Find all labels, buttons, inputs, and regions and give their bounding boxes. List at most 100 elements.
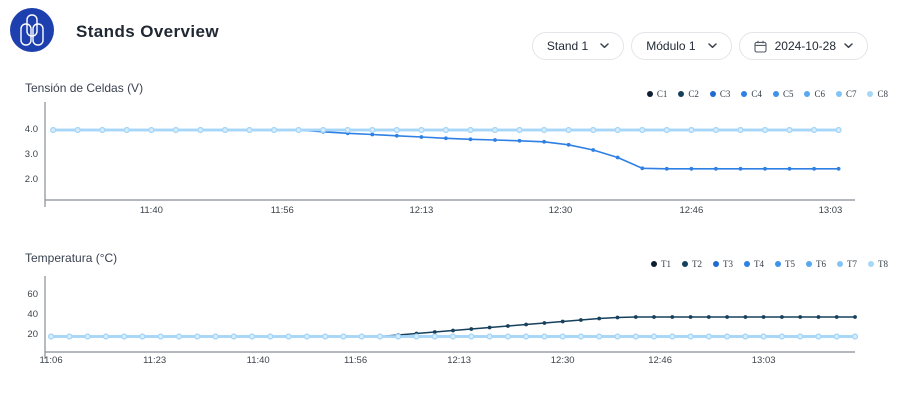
- x-tick-label: 11:23: [143, 355, 166, 366]
- module-select-value: Módulo 1: [646, 39, 696, 53]
- data-point: [596, 333, 603, 340]
- y-tick-label: 3.0: [25, 149, 38, 160]
- legend-item-T7[interactable]: T7: [837, 259, 857, 269]
- series-C4: [51, 128, 841, 171]
- legend-item-C3[interactable]: C3: [709, 89, 731, 99]
- data-point: [541, 333, 548, 340]
- legend-item-C5[interactable]: C5: [772, 89, 793, 99]
- legend-label: C3: [719, 89, 731, 99]
- legend-item-T2[interactable]: T2: [682, 259, 702, 269]
- data-point: [123, 127, 130, 134]
- data-point: [597, 316, 602, 321]
- page-title: Stands Overview: [76, 22, 220, 41]
- legend-marker-icon: [837, 261, 843, 267]
- legend-item-T6[interactable]: T6: [806, 259, 826, 269]
- data-point: [705, 333, 712, 340]
- data-point: [370, 132, 375, 137]
- legend-marker-icon: [651, 261, 657, 267]
- axes: [44, 276, 855, 359]
- data-point: [737, 127, 744, 134]
- data-point: [517, 138, 522, 143]
- legend-item-C4[interactable]: C4: [741, 89, 762, 99]
- legend-item-C8[interactable]: C8: [867, 89, 888, 99]
- series-C8: [50, 127, 842, 134]
- x-tick-label: 12:46: [648, 355, 672, 366]
- legend-item-T5[interactable]: T5: [775, 259, 795, 269]
- data-point: [148, 127, 155, 134]
- data-point: [835, 127, 842, 134]
- data-point: [780, 315, 784, 319]
- data-point: [590, 127, 597, 134]
- legend-label: T7: [847, 259, 857, 269]
- legend-label: T8: [878, 259, 888, 269]
- data-point: [763, 166, 767, 171]
- x-tick-label: 12:30: [551, 355, 575, 366]
- x-tick-label: 11:40: [247, 355, 270, 366]
- data-point: [787, 166, 792, 171]
- data-point: [493, 138, 497, 142]
- x-tick-label: 11:06: [40, 355, 63, 366]
- data-point: [369, 127, 376, 134]
- legend-item-T8[interactable]: T8: [868, 259, 888, 269]
- chevron-down-icon: [844, 43, 853, 49]
- data-point: [836, 166, 841, 171]
- date-picker-value: 2024-10-28: [774, 39, 836, 53]
- data-point: [670, 315, 675, 319]
- x-tick-label: 12:46: [679, 205, 703, 216]
- legend-item-C7[interactable]: C7: [835, 89, 856, 99]
- y-tick-label: 60: [27, 289, 38, 300]
- data-point: [99, 127, 106, 134]
- data-point: [523, 333, 530, 340]
- data-point: [742, 333, 749, 340]
- data-point: [486, 333, 493, 340]
- legend-item-T3[interactable]: T3: [713, 259, 733, 269]
- legend-item-C1[interactable]: C1: [646, 89, 667, 99]
- date-picker[interactable]: 2024-10-28: [738, 32, 868, 60]
- data-point: [246, 127, 253, 134]
- axes: [44, 102, 855, 207]
- data-point: [524, 322, 528, 327]
- stand-select-value: Stand 1: [546, 39, 589, 53]
- data-point: [230, 333, 237, 340]
- x-tick-label: 11:56: [344, 355, 367, 366]
- data-point: [778, 333, 785, 340]
- data-point: [688, 315, 693, 319]
- data-point: [853, 315, 857, 319]
- temperature-chart-legend: T1 T2 T3 T4 T5 T6 T7 T8: [651, 259, 888, 269]
- data-point: [652, 315, 656, 319]
- data-point: [320, 127, 327, 134]
- data-point: [176, 333, 183, 340]
- chevron-down-icon: [600, 43, 609, 49]
- data-point: [418, 127, 425, 134]
- legend-item-T4[interactable]: T4: [744, 259, 764, 269]
- data-point: [834, 315, 839, 319]
- app-logo: [10, 8, 54, 52]
- data-point: [419, 135, 424, 139]
- data-point: [725, 315, 729, 319]
- voltage-chart-title: Tensión de Celdas (V): [25, 81, 144, 95]
- temperature-plot: 20 40 60 11:06 11:23 11:40 11:56 12:13 12:30 12:4…: [27, 276, 858, 366]
- data-point: [591, 148, 596, 152]
- voltage-plot: 2.0 3.0 4.0 11:40 11:56 12:13 12:30 12:46 13:03: [25, 102, 855, 216]
- data-point: [442, 127, 449, 134]
- data-point: [194, 333, 201, 340]
- data-point: [559, 333, 566, 340]
- data-point: [614, 127, 621, 134]
- legend-marker-icon: [744, 261, 750, 267]
- data-point: [798, 315, 803, 319]
- data-point: [761, 127, 768, 134]
- legend-item-C2[interactable]: C2: [678, 89, 699, 99]
- legend-item-T1[interactable]: T1: [651, 259, 671, 269]
- module-select[interactable]: Módulo 1: [631, 32, 732, 60]
- data-point: [377, 333, 384, 340]
- data-point: [632, 333, 639, 340]
- toolbar: Stand 1 Módulo 1 2024-10-28: [531, 32, 868, 60]
- data-point: [84, 333, 91, 340]
- stand-select[interactable]: Stand 1: [531, 32, 625, 60]
- legend-item-C6[interactable]: C6: [804, 89, 825, 99]
- data-point: [432, 330, 437, 334]
- data-point: [340, 333, 347, 340]
- legend-marker-icon: [741, 91, 748, 97]
- data-point: [393, 127, 400, 134]
- data-point: [833, 333, 840, 340]
